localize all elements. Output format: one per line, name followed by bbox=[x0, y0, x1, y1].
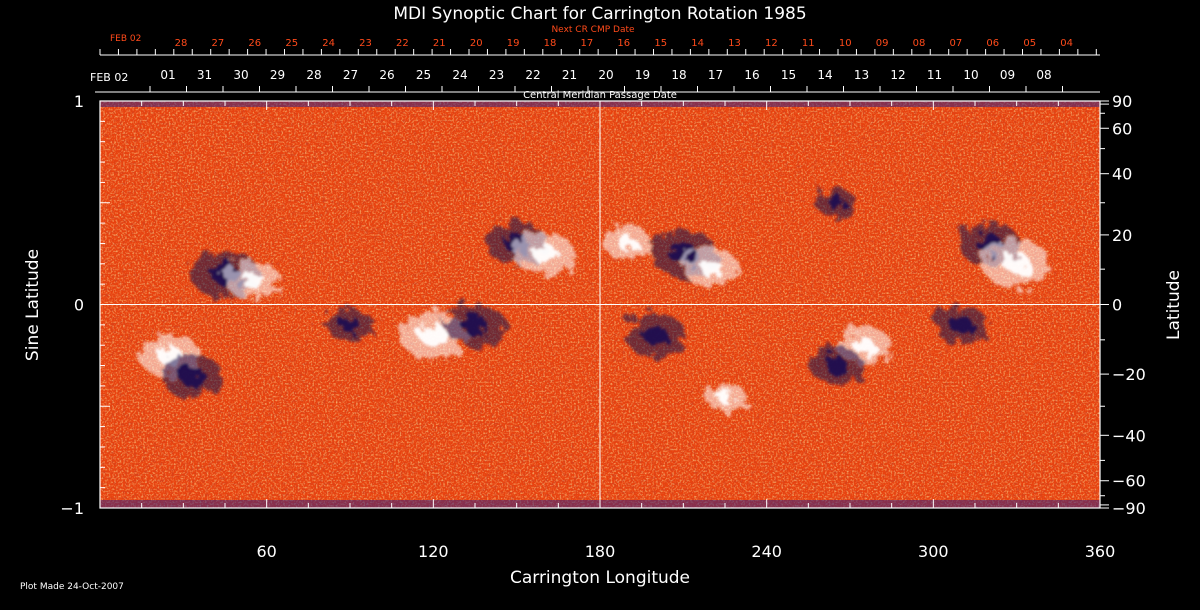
cmp-axis-label: Central Meridian Passage Date bbox=[523, 90, 677, 101]
cmp-date-label: 20 bbox=[598, 68, 613, 82]
next-cr-axis-label: Next CR CMP Date bbox=[551, 25, 635, 35]
next-cr-date-label: 06 bbox=[986, 38, 999, 49]
cmp-date-label: 09 bbox=[1000, 68, 1015, 82]
next-cr-date-label: 27 bbox=[212, 38, 225, 49]
cmp-date-label: 24 bbox=[452, 68, 467, 82]
active-region-core bbox=[419, 324, 448, 347]
y-right-tick-label: 60 bbox=[1112, 119, 1132, 138]
cmp-date-label: 22 bbox=[525, 68, 540, 82]
y-right-tick-label: −90 bbox=[1112, 499, 1146, 518]
y-axis-left-label: Sine Latitude bbox=[23, 249, 43, 361]
cmp-date-label: 08 bbox=[1036, 68, 1051, 82]
y-left-tick-label: 0 bbox=[74, 296, 84, 315]
cmp-date-label: 10 bbox=[963, 68, 978, 82]
y-right-tick-label: 0 bbox=[1112, 296, 1122, 315]
y-right-tick-label: 20 bbox=[1112, 226, 1132, 245]
cmp-date-label: 17 bbox=[708, 68, 723, 82]
y-axis-right-label: Latitude bbox=[1164, 270, 1184, 340]
x-tick-label: 240 bbox=[751, 542, 782, 561]
next-cr-date-label: 13 bbox=[728, 38, 741, 49]
next-cr-date-label: 11 bbox=[802, 38, 815, 49]
cmp-date-label: 27 bbox=[343, 68, 358, 82]
next-cr-date-label: 04 bbox=[1060, 38, 1073, 49]
active-region-core bbox=[241, 271, 264, 289]
active-region-core bbox=[852, 336, 876, 355]
x-tick-label: 180 bbox=[585, 542, 616, 561]
axes: 60 120 180 240 300 360 1 0 −1 90 60 40 20 0 −20 −40 −60 −… bbox=[60, 92, 1145, 561]
active-region-core bbox=[179, 365, 205, 386]
active-region-core bbox=[699, 259, 723, 277]
active-region-core bbox=[531, 243, 558, 264]
next-cr-date-label: 07 bbox=[950, 38, 963, 49]
next-cr-date-label: 20 bbox=[470, 38, 483, 49]
cmp-date-label: 13 bbox=[854, 68, 869, 82]
x-tick-label: 60 bbox=[256, 542, 276, 561]
cmp-date-label: 16 bbox=[744, 68, 759, 82]
cmp-date-label: 18 bbox=[671, 68, 686, 82]
y-right-tick-label: −40 bbox=[1112, 426, 1146, 445]
active-region-core bbox=[1002, 252, 1031, 275]
next-cr-date-label: 24 bbox=[322, 38, 335, 49]
next-cr-date-label: 12 bbox=[765, 38, 778, 49]
next-cr-date-label: 21 bbox=[433, 38, 446, 49]
chart-title: MDI Synoptic Chart for Carrington Rotati… bbox=[393, 4, 806, 24]
next-cr-start-label: FEB 02 bbox=[110, 34, 141, 44]
cmp-date-label: 01 bbox=[160, 68, 175, 82]
x-tick-label: 360 bbox=[1085, 542, 1116, 561]
cmp-date-label: 28 bbox=[306, 68, 321, 82]
next-cr-date-label: 10 bbox=[839, 38, 852, 49]
cmp-date-label: 14 bbox=[817, 68, 832, 82]
next-cr-date-label: 18 bbox=[544, 38, 557, 49]
cmp-date-label: 26 bbox=[379, 68, 394, 82]
next-cr-date-label: 17 bbox=[581, 38, 594, 49]
active-region-core bbox=[340, 317, 360, 333]
cmp-date-label: 15 bbox=[781, 68, 796, 82]
next-cr-date-label: 05 bbox=[1023, 38, 1036, 49]
next-cr-date-label: 28 bbox=[175, 38, 188, 49]
next-cr-date-label: 16 bbox=[617, 38, 630, 49]
x-tick-label: 300 bbox=[918, 542, 949, 561]
active-region-core bbox=[462, 314, 488, 335]
y-right-tick-label: −60 bbox=[1112, 472, 1146, 491]
cmp-date-label: 19 bbox=[635, 68, 650, 82]
next-cr-date-label: 19 bbox=[507, 38, 520, 49]
next-cr-date-label: 09 bbox=[876, 38, 889, 49]
y-right-tick-label: 90 bbox=[1112, 92, 1132, 111]
cmp-date-label: 12 bbox=[890, 68, 905, 82]
active-regions bbox=[138, 188, 1051, 411]
cmp-start-label: FEB 02 bbox=[90, 71, 128, 84]
cmp-date-label: 31 bbox=[197, 68, 212, 82]
y-left-tick-label: 1 bbox=[74, 92, 84, 111]
y-right-tick-label: 40 bbox=[1112, 165, 1132, 184]
x-axis-label: Carrington Longitude bbox=[510, 568, 690, 588]
active-region-core bbox=[642, 325, 669, 345]
active-region-core bbox=[827, 196, 845, 210]
cmp-date-label: 30 bbox=[233, 68, 248, 82]
y-right-tick-label: −20 bbox=[1112, 365, 1146, 384]
cmp-date-label: 29 bbox=[270, 68, 285, 82]
cmp-date-label: 21 bbox=[562, 68, 577, 82]
next-cr-date-label: 23 bbox=[359, 38, 372, 49]
next-cr-date-label: 26 bbox=[248, 38, 261, 49]
active-region-core bbox=[824, 356, 848, 375]
next-cr-date-label: 22 bbox=[396, 38, 409, 49]
active-region-core bbox=[617, 235, 638, 252]
y-left-tick-label: −1 bbox=[60, 499, 84, 518]
next-cr-date-label: 15 bbox=[654, 38, 667, 49]
next-cr-date-label: 08 bbox=[913, 38, 926, 49]
cmp-date-axis: 01 31 30 29 28 27 26 25 24 23 22 21 20 19 18 17 16 15 14 13… bbox=[95, 68, 1100, 93]
x-tick-label: 120 bbox=[418, 542, 449, 561]
active-region-core bbox=[716, 389, 734, 403]
plot-made-note: Plot Made 24-Oct-2007 bbox=[20, 582, 124, 592]
cmp-date-label: 23 bbox=[489, 68, 504, 82]
next-cr-date-label: 14 bbox=[691, 38, 704, 49]
cmp-date-label: 25 bbox=[416, 68, 431, 82]
cmp-date-label: 11 bbox=[927, 68, 942, 82]
active-region-core bbox=[949, 316, 973, 334]
next-cr-date-axis: 28 27 26 25 24 23 22 21 20 19 18 17 16 15 14 13 12 11 10 09… bbox=[99, 38, 1100, 56]
next-cr-date-label: 25 bbox=[285, 38, 298, 49]
grid-lines bbox=[100, 101, 1100, 508]
